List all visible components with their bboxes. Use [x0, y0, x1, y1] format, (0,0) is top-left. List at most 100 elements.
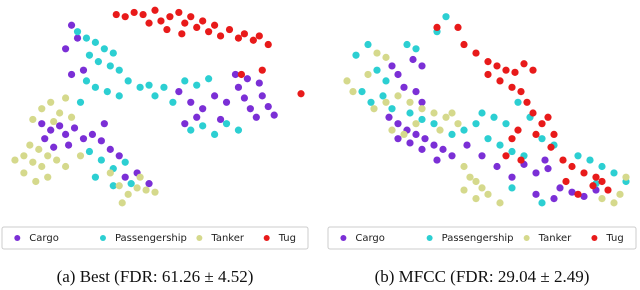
point	[73, 34, 82, 42]
point	[50, 143, 58, 151]
point	[88, 130, 97, 138]
point	[412, 88, 420, 96]
point	[358, 88, 366, 96]
point	[418, 98, 426, 106]
point	[97, 137, 105, 145]
point	[508, 83, 516, 91]
legend-marker	[426, 235, 433, 241]
point	[550, 195, 558, 203]
point	[169, 98, 177, 106]
point	[44, 173, 52, 181]
point	[538, 120, 546, 128]
point	[430, 141, 438, 149]
legend-label: Tanker	[210, 233, 245, 244]
point	[205, 28, 213, 36]
point	[412, 45, 420, 53]
point	[145, 19, 153, 27]
point	[508, 147, 516, 156]
point	[145, 81, 153, 89]
legend-label: Cargo	[29, 233, 59, 244]
point	[478, 184, 486, 192]
point	[231, 70, 240, 79]
point	[388, 126, 396, 134]
point	[448, 109, 456, 117]
point	[44, 152, 52, 160]
point	[211, 21, 219, 29]
point	[85, 147, 94, 156]
point	[544, 113, 552, 121]
point	[388, 62, 396, 70]
point	[70, 124, 79, 132]
point	[124, 190, 132, 198]
point	[234, 126, 243, 134]
point	[508, 173, 516, 181]
point	[67, 21, 76, 29]
point	[508, 184, 516, 192]
point	[56, 122, 64, 130]
legend-label: Passengership	[442, 233, 514, 244]
legend-marker	[99, 235, 106, 241]
point	[91, 83, 99, 91]
point	[187, 126, 195, 134]
legend-marker	[263, 235, 270, 241]
point	[436, 126, 444, 134]
point	[493, 62, 501, 70]
point	[136, 83, 144, 91]
point	[115, 182, 123, 190]
point	[373, 49, 381, 57]
point	[472, 120, 480, 128]
point	[181, 19, 189, 27]
point	[484, 135, 492, 143]
point	[367, 98, 375, 106]
point	[76, 98, 85, 106]
point	[412, 130, 420, 138]
point	[62, 94, 70, 102]
point	[35, 145, 43, 153]
point	[151, 92, 159, 100]
point	[38, 162, 46, 171]
point	[237, 70, 246, 79]
point	[297, 90, 305, 98]
point	[514, 126, 522, 134]
point	[211, 130, 219, 138]
point	[418, 105, 426, 113]
point	[460, 126, 468, 134]
point	[400, 83, 408, 91]
point	[38, 120, 46, 128]
point	[32, 177, 40, 186]
point	[112, 10, 120, 19]
point	[529, 66, 537, 74]
point	[47, 98, 55, 106]
point	[270, 111, 278, 119]
point	[592, 173, 600, 181]
point	[421, 135, 429, 143]
point	[252, 113, 260, 121]
point	[106, 145, 114, 153]
point	[136, 173, 144, 181]
point	[142, 186, 150, 194]
point	[121, 158, 129, 166]
point	[199, 122, 207, 130]
point	[400, 130, 408, 138]
point	[82, 77, 91, 85]
legend-box	[1, 226, 309, 250]
point	[193, 81, 201, 89]
point	[121, 173, 129, 181]
point	[610, 199, 618, 207]
point	[364, 70, 372, 79]
point	[264, 40, 272, 49]
point	[240, 94, 248, 102]
point	[20, 152, 28, 160]
point	[124, 77, 132, 85]
point	[580, 192, 588, 201]
point	[130, 8, 138, 17]
point	[517, 88, 525, 96]
point	[478, 109, 486, 117]
point	[529, 109, 537, 117]
point	[496, 77, 504, 85]
point	[496, 141, 504, 149]
point	[85, 51, 94, 59]
point	[598, 162, 606, 171]
point	[222, 98, 231, 106]
point	[448, 130, 456, 138]
